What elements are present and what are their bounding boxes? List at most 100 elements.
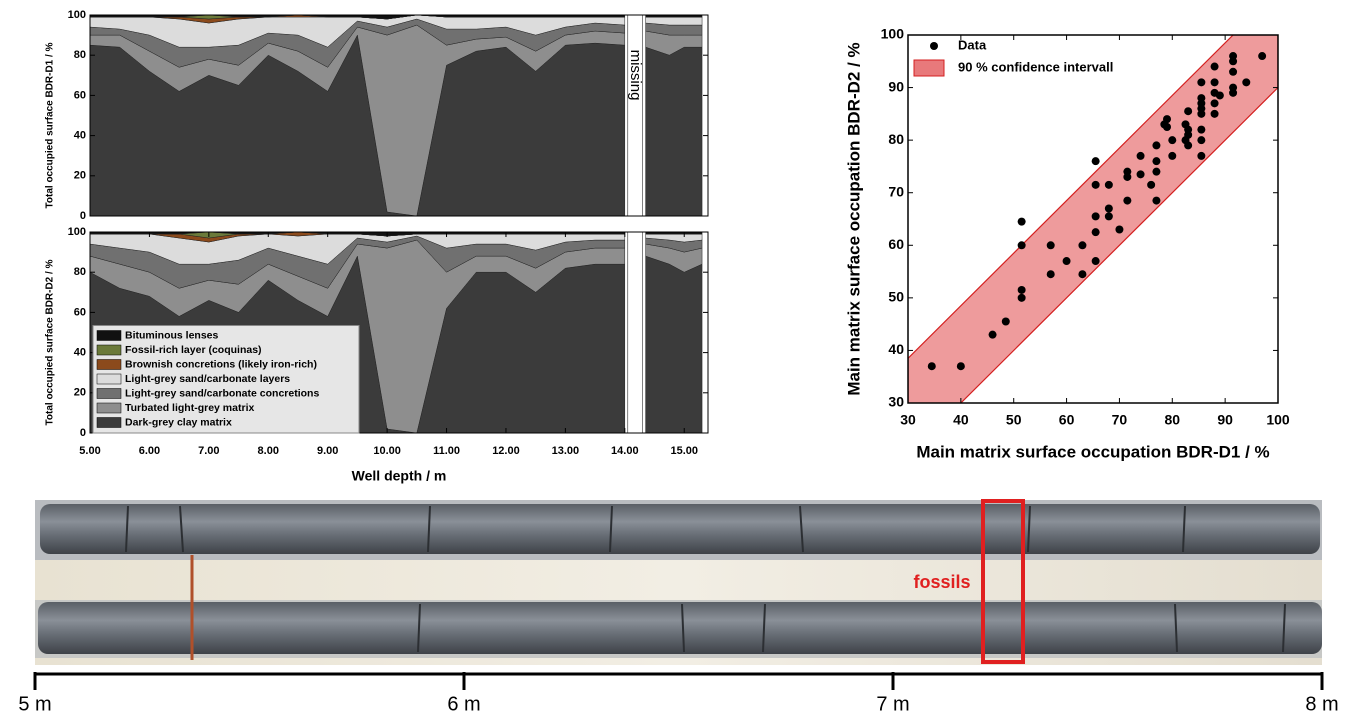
y-tick-label: 40 — [74, 347, 86, 359]
plot-frame — [89, 14, 709, 217]
data-point — [1104, 180, 1113, 189]
data-point — [1168, 151, 1177, 160]
legend-swatch — [96, 402, 122, 414]
data-point — [1091, 212, 1100, 221]
missing-band — [627, 14, 643, 217]
data-point — [1242, 78, 1251, 87]
x-tick-label: 5.00 — [79, 445, 100, 457]
x-tick-label: 6.00 — [139, 445, 160, 457]
y-tick-label: 30 — [888, 394, 904, 410]
data-point — [1184, 141, 1193, 150]
y-tick-label: 100 — [881, 26, 905, 42]
x-axis-label: Main matrix surface occupation BDR-D1 / … — [916, 442, 1269, 461]
data-point — [1197, 109, 1206, 118]
legend-box — [92, 325, 360, 434]
legend-label: Fossil-rich layer (coquinas) — [125, 344, 262, 356]
legend-swatch — [96, 330, 122, 341]
data-point — [1197, 151, 1206, 160]
area-layer — [645, 255, 703, 434]
data-point — [1163, 115, 1171, 124]
data-point — [1091, 157, 1100, 166]
legend-marker — [930, 42, 938, 50]
legend-swatch — [96, 344, 122, 356]
y-tick-label: 80 — [74, 49, 86, 61]
data-point — [1229, 88, 1238, 97]
y-tick-label: 40 — [74, 130, 86, 142]
data-point — [1017, 285, 1026, 294]
x-tick-label: 12.00 — [492, 445, 520, 457]
y-axis-label: Main matrix surface occupation BDR-D2 / … — [844, 42, 863, 395]
y-tick-label: 70 — [888, 183, 904, 199]
data-point — [1229, 57, 1238, 66]
data-point — [1210, 62, 1219, 71]
x-tick-label: 100 — [1266, 412, 1290, 428]
legend-label: Bituminous lenses — [125, 329, 219, 341]
x-tick-label: 14.00 — [611, 445, 639, 457]
legend-label: Dark-grey clay matrix — [125, 416, 232, 428]
data-point — [1104, 212, 1113, 221]
x-tick-label: 15.00 — [670, 445, 698, 457]
core-breaks — [125, 505, 1286, 653]
data-point — [1152, 141, 1161, 150]
y-tick-label: 60 — [74, 306, 86, 318]
y-tick-label: 100 — [68, 226, 86, 238]
annotation: missing — [627, 50, 644, 101]
y-tick-label: 50 — [888, 289, 904, 305]
data-point — [988, 330, 997, 339]
data-point — [1078, 241, 1087, 250]
data-point — [1197, 125, 1206, 134]
legend-label: Turbated light-grey matrix — [125, 402, 254, 414]
legend-label: Data — [958, 37, 987, 52]
legend-swatch — [96, 359, 122, 370]
data-point — [1152, 196, 1161, 205]
legend-swatch — [913, 59, 945, 77]
x-tick-label: 13.00 — [552, 445, 580, 457]
x-tick-label: 90 — [1217, 412, 1233, 428]
data-point — [1017, 241, 1026, 250]
data-point — [1062, 257, 1071, 266]
scale-label: 8 m — [1305, 693, 1338, 715]
x-tick-label: 7.00 — [198, 445, 219, 457]
core-photo: fossils — [35, 499, 1322, 676]
data-point — [1091, 257, 1100, 266]
data-point — [1229, 67, 1238, 76]
plot-frame — [89, 231, 709, 434]
legend-label: Brownish concretions (likely iron-rich) — [125, 358, 317, 370]
y-tick-label: 80 — [888, 131, 904, 147]
x-axis-label: Well depth / m — [352, 468, 447, 484]
data-point — [1197, 78, 1206, 87]
x-tick-label: 40 — [953, 412, 969, 428]
x-tick-label: 80 — [1164, 412, 1180, 428]
data-point — [1215, 91, 1224, 100]
plot-frame — [907, 34, 1279, 404]
photo-annotation: fossils — [913, 572, 970, 592]
data-point — [1091, 180, 1100, 189]
x-tick-label: 10.00 — [373, 445, 401, 457]
area-layer — [645, 16, 703, 26]
data-point — [1136, 151, 1145, 160]
data-point — [1210, 109, 1219, 118]
x-tick-label: 50 — [1006, 412, 1022, 428]
data-point — [1078, 270, 1087, 279]
data-point — [1104, 204, 1113, 213]
data-point — [1001, 317, 1010, 326]
x-tick-label: 11.00 — [433, 445, 460, 457]
y-tick-label: 100 — [68, 9, 86, 21]
data-point — [1197, 136, 1206, 145]
data-point — [1168, 136, 1177, 145]
y-tick-label: 0 — [80, 427, 86, 439]
data-point — [1147, 180, 1156, 189]
x-tick-label: 8.00 — [258, 445, 279, 457]
data-point — [1258, 52, 1267, 61]
scale-label: 5 m — [18, 693, 51, 715]
data-point — [1210, 78, 1219, 87]
data-point — [1046, 270, 1055, 279]
data-point — [1017, 293, 1026, 302]
data-point — [927, 362, 936, 371]
data-point — [1046, 241, 1055, 250]
y-tick-label: 90 — [888, 78, 904, 94]
data-point — [1136, 170, 1145, 179]
x-tick-label: 60 — [1059, 412, 1075, 428]
x-tick-label: 30 — [900, 412, 916, 428]
